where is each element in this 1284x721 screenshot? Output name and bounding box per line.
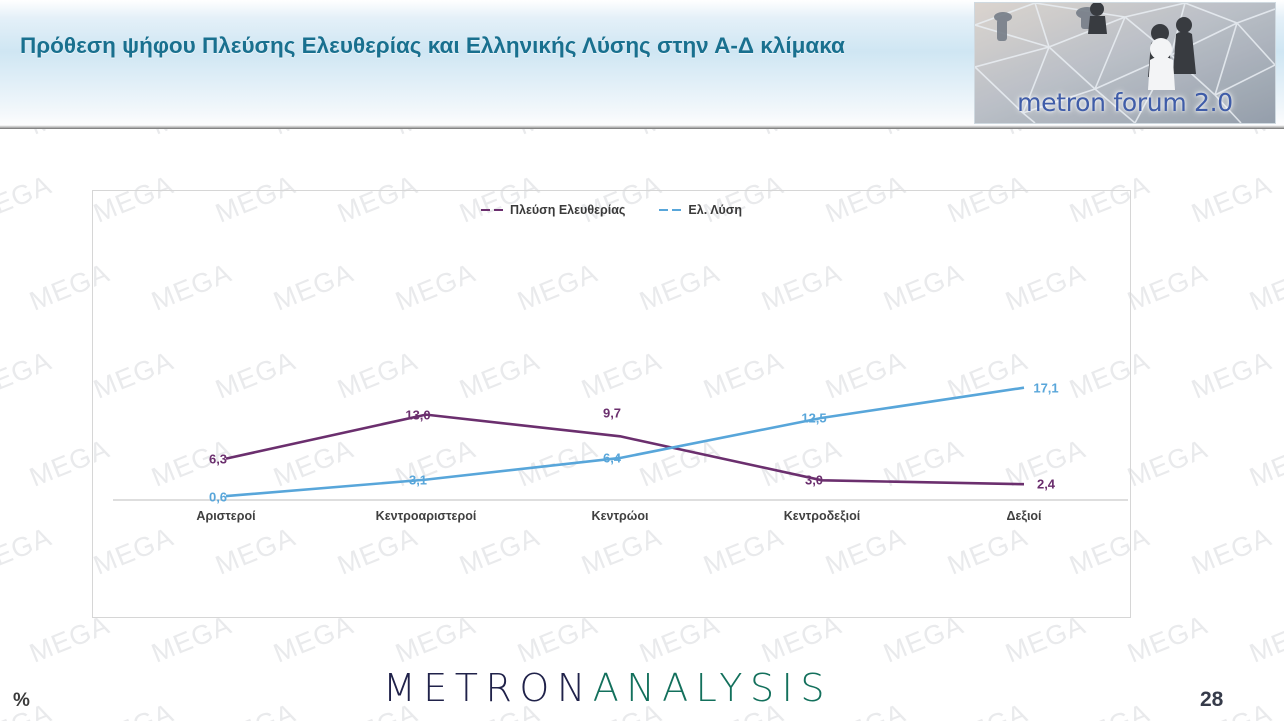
watermark-text: MEGA: [0, 169, 56, 229]
unit-label-percent: %: [13, 690, 30, 711]
x-axis-label: Κεντροδεξιοί: [783, 509, 861, 523]
page-number: 28: [1200, 688, 1224, 711]
series-line-plefsi: [225, 413, 1025, 486]
watermark-text: MEGA: [1123, 609, 1212, 669]
watermark-text: MEGA: [821, 697, 910, 721]
x-axis-label: Δεξιοί: [1006, 509, 1042, 523]
watermark-text: MEGA: [211, 697, 300, 721]
watermark-text: MEGA: [1065, 697, 1154, 721]
watermark-text: MEGA: [1187, 521, 1276, 581]
chart-plot-area: [113, 386, 1128, 501]
chart-legend: Πλεύση Ελευθερίας Ελ. Λύση: [93, 203, 1130, 217]
chart-container: Πλεύση Ελευθερίας Ελ. Λύση Αριστεροί Κεντ…: [92, 190, 1131, 618]
data-point-label: 3,1: [408, 472, 428, 488]
watermark-text: MEGA: [1187, 345, 1276, 405]
watermark-text: MEGA: [1245, 433, 1284, 493]
data-point-label: 12,5: [801, 410, 827, 426]
data-point-label: 9,7: [602, 405, 622, 421]
data-point-label: 3,0: [804, 472, 824, 488]
data-point-label: 0,6: [208, 489, 228, 505]
watermark-text: MEGA: [0, 521, 56, 581]
legend-dash-icon-series-1: [659, 209, 682, 211]
data-point-label: 2,4: [1036, 476, 1056, 492]
data-point-label: 6,3: [208, 451, 228, 467]
page-title: Πρόθεση ψήφου Πλεύσης Ελευθερίας και Ελλ…: [20, 33, 845, 58]
watermark-text: MEGA: [943, 697, 1032, 721]
watermark-text: MEGA: [1245, 609, 1284, 669]
legend-label-series-0: Πλεύση Ελευθερίας: [509, 203, 626, 217]
legend-item-series-0[interactable]: Πλεύση Ελευθερίας: [480, 203, 626, 217]
data-point-label: 6,4: [602, 450, 622, 466]
x-axis-label: Αριστεροί: [196, 509, 256, 523]
metron-forum-logo: metron forum 2.0: [974, 2, 1276, 124]
metron-forum-photo-icon: [975, 3, 1275, 123]
watermark-text: MEGA: [1245, 257, 1284, 317]
legend-dash-icon-series-0: [480, 209, 503, 211]
brand-metron: METRON: [383, 666, 593, 710]
metron-forum-wordmark: metron forum 2.0: [1017, 88, 1233, 117]
series-line-elliniki-lysi: [225, 386, 1025, 498]
watermark-text: MEGA: [1123, 257, 1212, 317]
legend-item-series-1[interactable]: Ελ. Λύση: [659, 203, 742, 217]
watermark-text: MEGA: [89, 697, 178, 721]
legend-label-series-1: Ελ. Λύση: [688, 203, 742, 217]
data-point-label: 13,0: [405, 407, 431, 423]
brand-analysis: ANALYSIS: [592, 666, 832, 710]
x-axis-label: Κεντροαριστεροί: [375, 509, 477, 523]
watermark-text: MEGA: [1123, 433, 1212, 493]
watermark-text: MEGA: [1187, 169, 1276, 229]
metron-analysis-logo: METRONANALYSIS: [383, 666, 832, 710]
x-axis-label: Κεντρώοι: [591, 509, 649, 523]
watermark-text: MEGA: [0, 345, 56, 405]
data-point-label: 17,1: [1033, 380, 1059, 396]
